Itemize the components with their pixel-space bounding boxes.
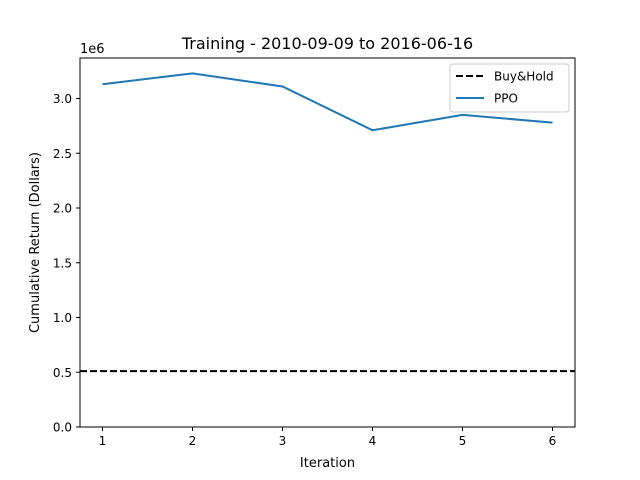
y-tick-label: 3.0 — [53, 92, 72, 106]
axes-frame — [79, 57, 576, 428]
y-tick-label: 2.0 — [53, 202, 72, 216]
series-line-ppo — [102, 72, 553, 132]
y-tick-label: 1.0 — [53, 311, 72, 325]
y-axis-multiplier: 1e6 — [80, 42, 105, 57]
y-tick-label: 0.0 — [53, 421, 72, 435]
x-tick-label: 5 — [459, 434, 467, 448]
x-axis-label: Iteration — [300, 456, 355, 471]
chart-title: Training - 2010-09-09 to 2016-06-16 — [181, 34, 473, 53]
legend-label-ppo: PPO — [494, 92, 518, 106]
legend: Buy&Hold PPO — [449, 63, 570, 113]
y-tick-label: 1.5 — [53, 256, 72, 270]
axes: 1 2 3 4 5 6 0.0 0.5 1.0 1.5 2.0 2.5 3.0 — [53, 57, 576, 448]
y-tick-label: 0.5 — [53, 366, 72, 380]
x-tick-label: 2 — [189, 434, 197, 448]
x-tick-label: 1 — [99, 434, 107, 448]
y-tick-label: 2.5 — [53, 147, 72, 161]
x-tick-label: 3 — [279, 434, 287, 448]
plot-area — [80, 72, 575, 373]
x-tick-label: 4 — [369, 434, 377, 448]
legend-label-buy-hold: Buy&Hold — [494, 70, 554, 84]
y-axis-label: Cumulative Return (Dollars) — [28, 152, 43, 333]
x-tick-label: 6 — [549, 434, 557, 448]
